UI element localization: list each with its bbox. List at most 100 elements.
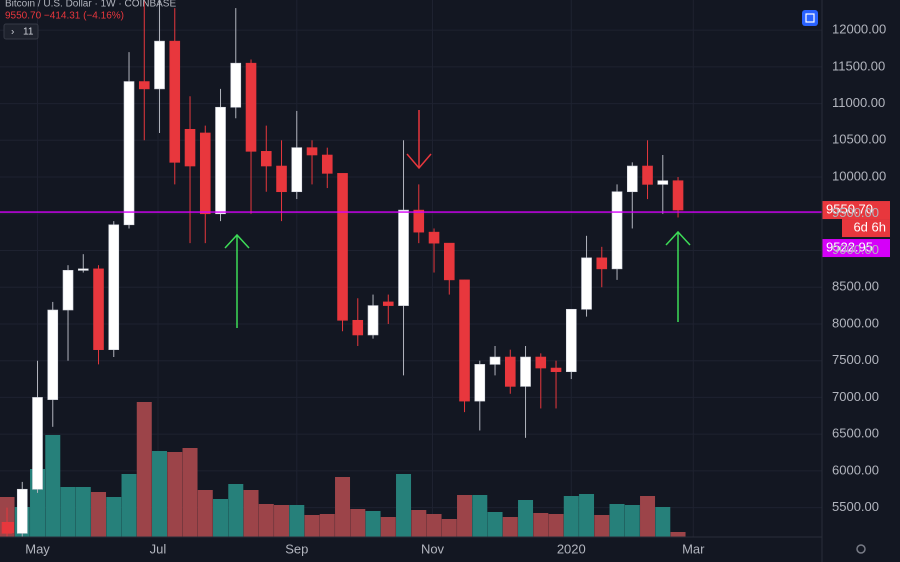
quote: 9550.70 −414.31 (−4.16%) <box>5 11 124 22</box>
candle-body <box>367 305 379 336</box>
volume-bar <box>457 495 473 537</box>
volume-bar <box>152 451 168 537</box>
candle-body <box>413 209 425 233</box>
candle-body <box>93 268 104 350</box>
candle-body <box>169 40 181 163</box>
settings-icon[interactable] <box>856 544 866 554</box>
volume-bar <box>533 513 549 537</box>
volume-bar <box>518 500 534 537</box>
volume-bar <box>136 402 152 537</box>
x-tick-label: Nov <box>421 541 445 556</box>
indicator-chevron: › <box>11 27 14 38</box>
y-tick-label: 10000.00 <box>832 168 886 183</box>
volume-bar <box>365 511 381 537</box>
candle-body <box>245 62 257 152</box>
candle-body <box>428 231 440 244</box>
volume-bar <box>411 510 427 537</box>
volume-bar <box>182 448 198 537</box>
candle-body <box>108 224 120 350</box>
volume-bar <box>380 517 396 537</box>
last-price-box <box>822 201 890 220</box>
y-tick-label: 6000.00 <box>832 462 879 477</box>
x-tick-label: 2020 <box>557 541 586 556</box>
candle-body <box>565 308 577 373</box>
candle-body <box>535 356 547 369</box>
volume-bar <box>258 504 274 537</box>
candle-body <box>215 106 226 215</box>
x-tick-label: Mar <box>682 541 705 556</box>
candle-body <box>47 309 59 400</box>
x-tick-label: May <box>25 541 50 556</box>
volume-bar <box>640 496 656 537</box>
candle-body <box>77 268 89 271</box>
candle-layer <box>1 0 684 537</box>
y-tick-label: 6500.00 <box>832 426 879 441</box>
last-price-label: 9550.70 <box>826 201 873 216</box>
candle-body <box>611 191 623 270</box>
countdown-label: 6d 6h <box>853 219 886 234</box>
candle-body <box>459 279 470 402</box>
candle-body <box>32 397 43 490</box>
volume-bar <box>594 515 610 537</box>
y-tick-label: 7500.00 <box>832 352 879 367</box>
indicator-count: 11 <box>23 27 34 38</box>
volume-bar <box>243 490 259 537</box>
volume-bar <box>335 477 351 537</box>
candle-body <box>352 319 364 336</box>
candle-body <box>489 356 501 365</box>
fullscreen-button[interactable] <box>802 10 818 26</box>
volume-bar <box>228 484 244 537</box>
candle-body <box>382 301 394 306</box>
candle-body <box>520 356 531 387</box>
y-tick-label: 8500.00 <box>832 279 879 294</box>
volume-bar <box>472 495 488 537</box>
fullscreen-icon <box>805 13 815 23</box>
volume-bar <box>563 496 579 537</box>
volume-layer <box>0 402 686 537</box>
y-tick-label: 11500.00 <box>832 58 885 73</box>
indicator-toggle[interactable] <box>3 23 39 40</box>
volume-bar <box>396 474 412 537</box>
volume-bar <box>502 517 518 537</box>
candle-body <box>199 132 211 215</box>
volume-bar <box>655 507 671 537</box>
candle-body <box>504 356 516 387</box>
volume-bar <box>197 490 213 537</box>
candle-body <box>154 40 165 90</box>
y-tick-label: 9500.00 <box>832 205 879 220</box>
candle-body <box>672 180 684 211</box>
y-tick-label: 9000.00 <box>832 242 879 257</box>
volume-bar <box>609 504 625 537</box>
y-tick-label: 10500.00 <box>832 132 886 147</box>
arrow-up <box>665 230 691 322</box>
volume-bar <box>91 492 107 537</box>
volume-bar <box>106 497 122 537</box>
volume-bar <box>548 514 564 537</box>
volume-bar <box>213 499 229 537</box>
volume-bar <box>624 505 640 537</box>
countdown-box <box>842 219 890 238</box>
volume-bar <box>441 519 457 537</box>
candle-body <box>474 364 486 402</box>
candle-body <box>642 165 653 185</box>
volume-bar <box>487 512 503 537</box>
x-tick-label: Sep <box>285 541 308 556</box>
candle-body <box>260 151 272 167</box>
volume-bar <box>45 435 61 537</box>
volume-bar <box>60 487 76 537</box>
y-tick-label: 8000.00 <box>832 315 879 330</box>
volume-bar <box>167 452 183 537</box>
candle-body <box>398 209 409 306</box>
candle-body <box>306 147 318 156</box>
candle-body <box>581 257 592 310</box>
volume-bar <box>121 474 137 537</box>
candle-body <box>16 488 28 534</box>
chart-title: Bitcoin / U.S. Dollar · 1W · COINBASE <box>5 0 176 10</box>
candle-body <box>626 165 638 193</box>
volume-bar <box>75 487 91 537</box>
arrow-down <box>406 110 432 170</box>
y-tick-label: 11000.00 <box>832 95 885 110</box>
marker-icon[interactable] <box>3 522 14 533</box>
candle-body <box>596 257 608 270</box>
candle-body <box>123 81 135 226</box>
